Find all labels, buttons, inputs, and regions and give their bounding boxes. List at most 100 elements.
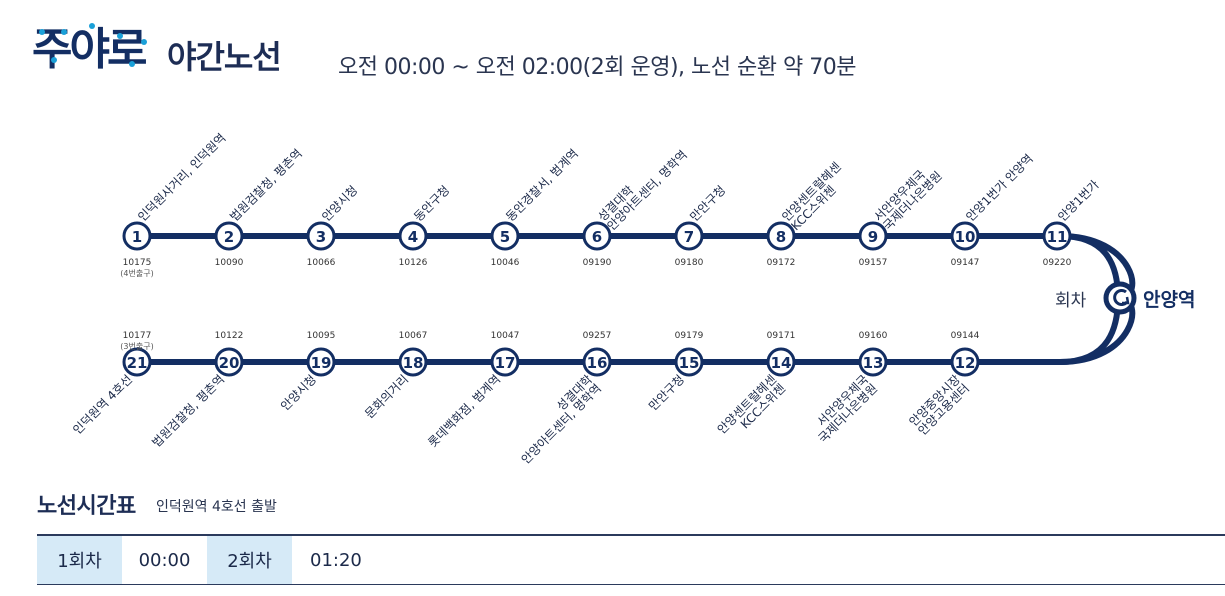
terminal-name: 안양역 (1143, 289, 1195, 311)
station-number: 16 (587, 354, 608, 372)
timetable-run-label: 2회차 (207, 536, 292, 584)
station-marker (950, 221, 980, 251)
station-18: 18 10067 문화의거리 (362, 331, 428, 421)
station-name: 안양1번가 안양역 (963, 151, 1036, 224)
station-number: 11 (1047, 228, 1068, 246)
station-code: 10046 (491, 258, 520, 268)
station-number: 17 (495, 354, 516, 372)
station-17: 17 10047 롯데백화점, 범계역 (425, 331, 520, 450)
station-marker (582, 347, 612, 377)
station-name: 동안경찰서, 범계역 (503, 146, 581, 224)
station-marker (306, 347, 336, 377)
station-number: 10 (955, 228, 976, 246)
station-number: 6 (592, 228, 602, 246)
station-name: 안양시청 (319, 183, 360, 224)
timetable-run-time: 01:20 (310, 549, 362, 571)
station-code: 10095 (307, 331, 336, 341)
timetable-title: 노선시간표 (37, 494, 136, 519)
station-number: 13 (863, 354, 884, 372)
station-code: 09157 (859, 258, 888, 268)
station-name: 안양시청 (278, 372, 319, 413)
timetable-run-label: 1회차 (37, 536, 122, 584)
station-marker (582, 221, 612, 251)
stops-top: 1 10175(4번출구) 인덕원사거리, 인덕원역 2 10090 법원검찰청, 평촌역… (120, 131, 1101, 278)
station-marker (490, 221, 520, 251)
station-name: 안양1번가 (1055, 178, 1102, 225)
station-code: 09172 (767, 258, 796, 268)
timetable-subtitle: 인덕원역 4호선 출발 (156, 499, 277, 515)
stops-bottom: 21 10177(3번출구) 인덕원역 4호선 20 10122 법원검찰청, 평촌역 19… (70, 331, 979, 467)
station-4: 4 10126 동안구청 (398, 183, 452, 268)
page-title: 야간노선 (167, 38, 282, 76)
station-marker (858, 221, 888, 251)
timetable: 1회차 00:00 2회차 01:20 (37, 534, 1225, 585)
station-code: 10126 (399, 258, 428, 268)
station-code: 09160 (859, 331, 888, 341)
route-line (137, 233, 1136, 365)
station-marker (306, 221, 336, 251)
station-marker (214, 347, 244, 377)
logo: 주야로 (32, 23, 149, 75)
station-number: 3 (316, 228, 326, 246)
station-5: 5 10046 동안경찰서, 범계역 (490, 146, 581, 268)
station-marker (398, 221, 428, 251)
station-code: 09190 (583, 258, 612, 268)
station-marker (490, 347, 520, 377)
station-number: 5 (500, 228, 510, 246)
station-code: 10122 (215, 331, 244, 341)
turnaround-icon (1103, 281, 1137, 315)
station-code: 10177 (123, 331, 152, 341)
station-marker (674, 221, 704, 251)
timetable-run-time: 00:00 (138, 549, 191, 571)
station-code: 10090 (215, 258, 244, 268)
station-number: 20 (219, 354, 240, 372)
station-number: 8 (776, 228, 786, 246)
logo-text: 주야로 (32, 24, 146, 75)
station-name: 문화의거리 (362, 372, 411, 421)
logo-dots-icon (39, 23, 147, 67)
station-code: 10066 (307, 258, 336, 268)
station-marker (674, 347, 704, 377)
station-number: 19 (311, 354, 332, 372)
station-marker (214, 221, 244, 251)
station-code: 09257 (583, 331, 612, 341)
station-number: 12 (955, 354, 976, 372)
station-3: 3 10066 안양시청 (306, 183, 360, 268)
station-code: 09220 (1043, 258, 1072, 268)
station-number: 7 (684, 228, 694, 246)
station-marker (950, 347, 980, 377)
turnaround-label: 회차 (1055, 291, 1087, 311)
station-number: 14 (771, 354, 792, 372)
turnaround: 회차 안양역 (1055, 281, 1195, 315)
station-exit: (3번출구) (120, 341, 153, 351)
station-name: 동안구청 (411, 183, 452, 224)
station-name: 안양아트센터, 명학역 (604, 148, 690, 234)
station-11: 11 09220 안양1번가 (1042, 178, 1102, 268)
station-marker (858, 347, 888, 377)
station-number: 4 (408, 228, 418, 246)
station-code: 09171 (767, 331, 796, 341)
station-exit: (4번출구) (120, 268, 153, 278)
station-marker (398, 347, 428, 377)
station-21: 21 10177(3번출구) 인덕원역 4호선 (70, 331, 153, 437)
station-marker (766, 347, 796, 377)
station-15: 15 09179 만안구청 (646, 331, 704, 413)
station-code: 09179 (675, 331, 704, 341)
station-code: 09180 (675, 258, 704, 268)
station-code: 09144 (951, 331, 980, 341)
page-subtitle: 오전 00:00 ~ 오전 02:00(2회 운영), 노선 순환 약 70분 (338, 55, 856, 80)
station-name: 인덕원역 4호선 (70, 372, 135, 437)
station-2: 2 10090 법원검찰청, 평촌역 (214, 146, 305, 268)
station-name: 만안구청 (646, 372, 687, 413)
station-code: 10175 (123, 258, 152, 268)
station-number: 15 (679, 354, 700, 372)
station-19: 19 10095 안양시청 (278, 331, 336, 413)
station-name: 안양아트센터, 명학역 (519, 381, 605, 467)
